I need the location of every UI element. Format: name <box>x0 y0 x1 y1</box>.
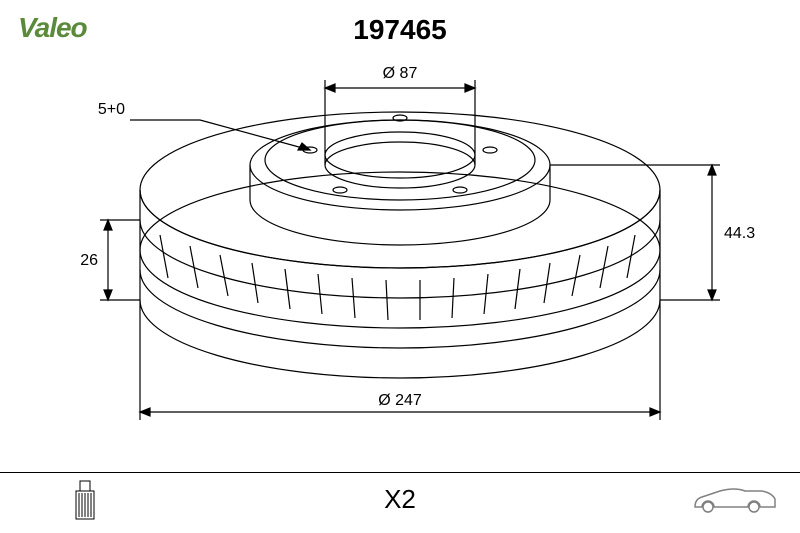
brand-text: Valeo <box>18 12 87 43</box>
footer-divider <box>0 472 800 473</box>
dim-thickness: 26 <box>80 252 98 269</box>
dim-bore: Ø 87 <box>383 65 418 82</box>
dim-height: 44.3 <box>724 225 755 242</box>
dim-bolts: 5+0 <box>98 101 125 118</box>
part-number: 197465 <box>353 14 446 46</box>
technical-drawing: Ø 87 5+0 26 44.3 Ø 247 <box>0 50 800 460</box>
brand-logo: Valeo <box>18 12 87 44</box>
quantity-label: X2 <box>384 484 416 515</box>
car-position-icon <box>690 485 780 517</box>
disc-front-icon <box>70 479 100 523</box>
dim-outer: Ø 247 <box>378 392 422 409</box>
